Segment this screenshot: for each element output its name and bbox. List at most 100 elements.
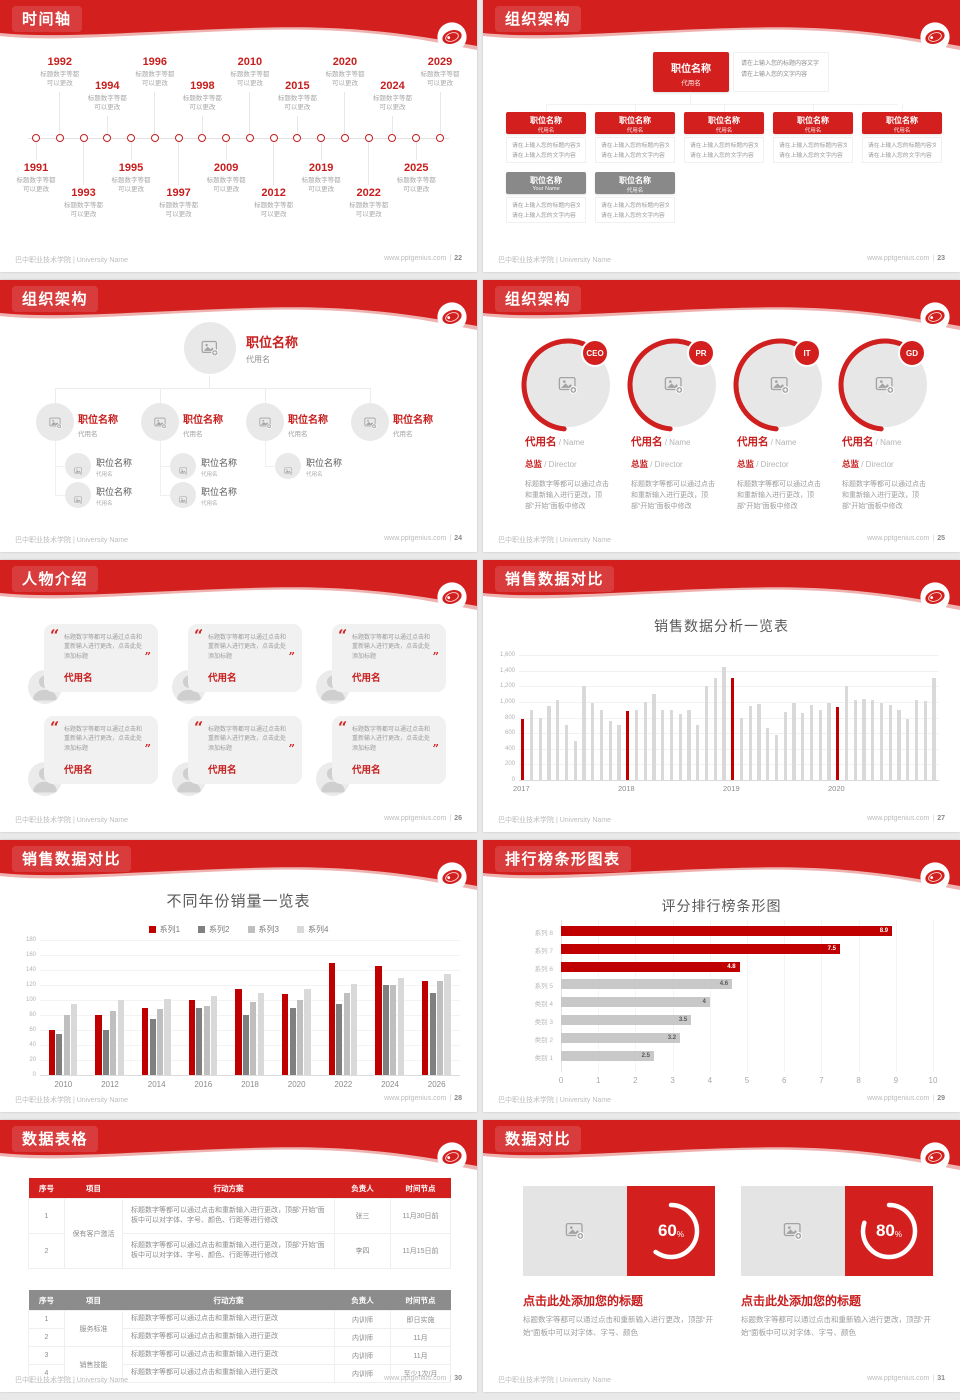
percent-number: 80 bbox=[875, 1221, 895, 1240]
timeline-caption-line: 可以更改 bbox=[94, 104, 121, 112]
quote-card: “标题数字等都可以通过点击和重新输入进行更改，点击此处添加标题” 代用名 bbox=[44, 624, 158, 692]
quote-card: “标题数字等都可以通过点击和重新输入进行更改，点击此处添加标题” 代用名 bbox=[332, 716, 446, 784]
timeline-dot bbox=[55, 134, 64, 142]
timeline-year: 1992 bbox=[47, 56, 72, 68]
org-child-note: 请在上输入您的标题内容文字 请在上输入您的文字内容 bbox=[862, 137, 942, 163]
org-child-title: 职位名称 bbox=[530, 116, 562, 125]
category-label: 类别 3 bbox=[534, 1019, 553, 1026]
tree-connector bbox=[265, 441, 266, 466]
role-badge: GD bbox=[898, 339, 926, 367]
image-placeholder bbox=[770, 376, 790, 394]
x-tick-label: 2026 bbox=[427, 1080, 446, 1089]
image-placeholder bbox=[178, 462, 188, 475]
slide-body: 60% 点击此处添加您的标题 标题数字等都可以通过点击和重新输入进行更改，顶部“开始… bbox=[483, 1120, 960, 1392]
y-tick-label: 140 bbox=[25, 966, 36, 973]
image-placeholder-icon bbox=[363, 417, 377, 429]
timeline-caption-line: 可以更改 bbox=[118, 186, 145, 194]
bar bbox=[766, 728, 770, 780]
image-placeholder-icon bbox=[258, 417, 272, 429]
legend-swatch bbox=[198, 926, 206, 933]
org-child-box: 职位名称 代用名 bbox=[684, 112, 764, 134]
x-tick-label: 7 bbox=[819, 1076, 824, 1085]
team-name: 代用名 bbox=[842, 436, 874, 448]
bar-value-label: 2.5 bbox=[641, 1052, 650, 1059]
org-gray-note-line: 请在上输入您的标题内容文字 bbox=[512, 203, 580, 209]
bar bbox=[538, 717, 542, 780]
timeline-connector bbox=[320, 142, 322, 160]
team-text-block: 代用名 / Name 总监 / Director 标题数字等都可以通过点击和重新输入… bbox=[842, 432, 932, 513]
slide-27-monthly-chart[interactable]: 销售数据对比 销售数据分析一览表 0 200 400 600 800 1,000 1,200 1… bbox=[483, 560, 960, 832]
close-quote-icon: ” bbox=[432, 650, 439, 663]
donut-ring bbox=[860, 1202, 918, 1260]
team-description: 标题数字等都可以通过点击和重新输入进行更改，顶部“开始”面板中修改 bbox=[525, 481, 609, 511]
x-tick-label: 6 bbox=[781, 1076, 787, 1085]
bar bbox=[142, 1007, 149, 1075]
tree-root-label: 职位名称 代用名 bbox=[246, 332, 298, 365]
team-role: 总监 bbox=[842, 459, 860, 469]
percent-box: 60% bbox=[627, 1186, 715, 1276]
person-name: 代用名 bbox=[64, 765, 93, 776]
slide-22-timeline[interactable]: 时间轴 1991 标题数字等都 可以更改 1992 标题数字等都 可以更改 1993 标题数字… bbox=[0, 0, 477, 272]
team-name: 代用名 bbox=[631, 436, 663, 448]
y-tick-label: 80 bbox=[29, 1011, 36, 1018]
team-role-en: / Director bbox=[542, 460, 577, 469]
org-root-note: 请在上输入您的标题内容文字 请在上输入您的文字内容 bbox=[733, 52, 829, 92]
slide-30-data-table[interactable]: 数据表格 序号 项目 行动方案 负责人 时间节点 1 保有客户激活 标题数字等都可以通过点击和… bbox=[0, 1120, 477, 1392]
org-connector bbox=[635, 104, 636, 112]
bar-value-label: 4 bbox=[702, 999, 706, 1006]
timeline-dot bbox=[174, 134, 183, 142]
slide-28-grouped-chart[interactable]: 销售数据对比 不同年份销量一览表 系列1 系列2 系列3 系列4 0 20 40 60 80 100… bbox=[0, 840, 477, 1112]
table-cell: 服务标准 bbox=[64, 1310, 123, 1347]
bar bbox=[235, 988, 242, 1075]
slide-31-data-compare[interactable]: 数据对比 60% 点击此处添加您的标题 标题数字等都可以通过点击和重新输入进行更改，… bbox=[483, 1120, 960, 1392]
org-root-title: 职位名称 bbox=[671, 64, 711, 75]
org-child-note-line: 请在上输入您的文字内容 bbox=[512, 152, 576, 159]
tree-sub-label: 职位名称 代用名 bbox=[96, 485, 156, 507]
org-child-sub: 代用名 bbox=[626, 128, 644, 134]
percent-box: 80% bbox=[845, 1186, 933, 1276]
bar bbox=[351, 983, 358, 1075]
y-tick-label: 0 bbox=[32, 1071, 36, 1078]
footer-separator: | bbox=[932, 535, 935, 542]
footer-url: www.pptgenius.com bbox=[867, 535, 930, 542]
category-label: 类别 2 bbox=[534, 1036, 553, 1044]
timeline-year: 1995 bbox=[118, 162, 144, 174]
slide-24-org-tree[interactable]: 组织架构 职位名称 代用名 职位名称 代用名 职位名称 代用名 职位名称 代用名 职位名称 代用名… bbox=[0, 280, 477, 552]
table-cell: 标题数字等都可以通过点击和重新输入进行更改 bbox=[122, 1310, 335, 1329]
slide-body: 1991 标题数字等都 可以更改 1992 标题数字等都 可以更改 1993 标题数字等都 可以… bbox=[0, 0, 477, 272]
team-role-line: 总监 / Director bbox=[631, 454, 721, 472]
timeline-dot bbox=[150, 134, 159, 142]
image-placeholder-icon bbox=[565, 1222, 585, 1240]
bar bbox=[282, 994, 289, 1075]
open-quote-icon: “ bbox=[194, 718, 204, 737]
bar bbox=[390, 985, 397, 1075]
timeline-caption-line: 可以更改 bbox=[213, 186, 240, 194]
bar bbox=[661, 709, 665, 780]
image-placeholder bbox=[73, 462, 83, 475]
bar bbox=[196, 1007, 203, 1075]
slide-26-people[interactable]: 人物介绍 “标题数字等都可以通过点击和重新输入进行更改，点击此处添加标题” 代用名… bbox=[0, 560, 477, 832]
footer-url: www.pptgenius.com bbox=[867, 815, 930, 822]
table-cell: 1 bbox=[28, 1198, 65, 1234]
timeline-caption-line: 可以更改 bbox=[331, 80, 358, 88]
slide-25-org-team[interactable]: 组织架构 CEO 代用名 / Name 总监 / Director 标题数字等都可以通… bbox=[483, 280, 960, 552]
gridline bbox=[519, 670, 939, 672]
tree-node-sub: 代用名 bbox=[78, 431, 98, 438]
footer-school: 巴中职业技术学院 | University Name bbox=[498, 817, 612, 824]
org-child-note-line: 请在上输入您的文字内容 bbox=[601, 152, 665, 159]
compare-text: 标题数字等都可以通过点击和重新输入进行更改，顶部“开始”面板中可以对字体、字号、… bbox=[741, 1315, 931, 1337]
close-quote-icon: ” bbox=[144, 742, 151, 755]
quote-card: “标题数字等都可以通过点击和重新输入进行更改，点击此处添加标题” 代用名 bbox=[44, 716, 158, 784]
tree-sub-title: 职位名称 bbox=[306, 458, 343, 468]
bar bbox=[521, 719, 525, 780]
timeline-item: 1991 标题数字等都 可以更改 bbox=[8, 162, 64, 195]
timeline-item: 1998 标题数字等都 可以更改 bbox=[174, 80, 230, 113]
table-cell: 11月15日前 bbox=[390, 1233, 451, 1269]
bar bbox=[757, 704, 761, 780]
bar bbox=[561, 1032, 681, 1043]
tree-node-sub: 代用名 bbox=[183, 431, 203, 438]
timeline-connector bbox=[273, 142, 275, 185]
gridline bbox=[561, 920, 562, 1072]
slide-23-org-boxes[interactable]: 组织架构 职位名称 代用名 请在上输入您的标题内容文字 请在上输入您的文字内容 职位名称… bbox=[483, 0, 960, 272]
